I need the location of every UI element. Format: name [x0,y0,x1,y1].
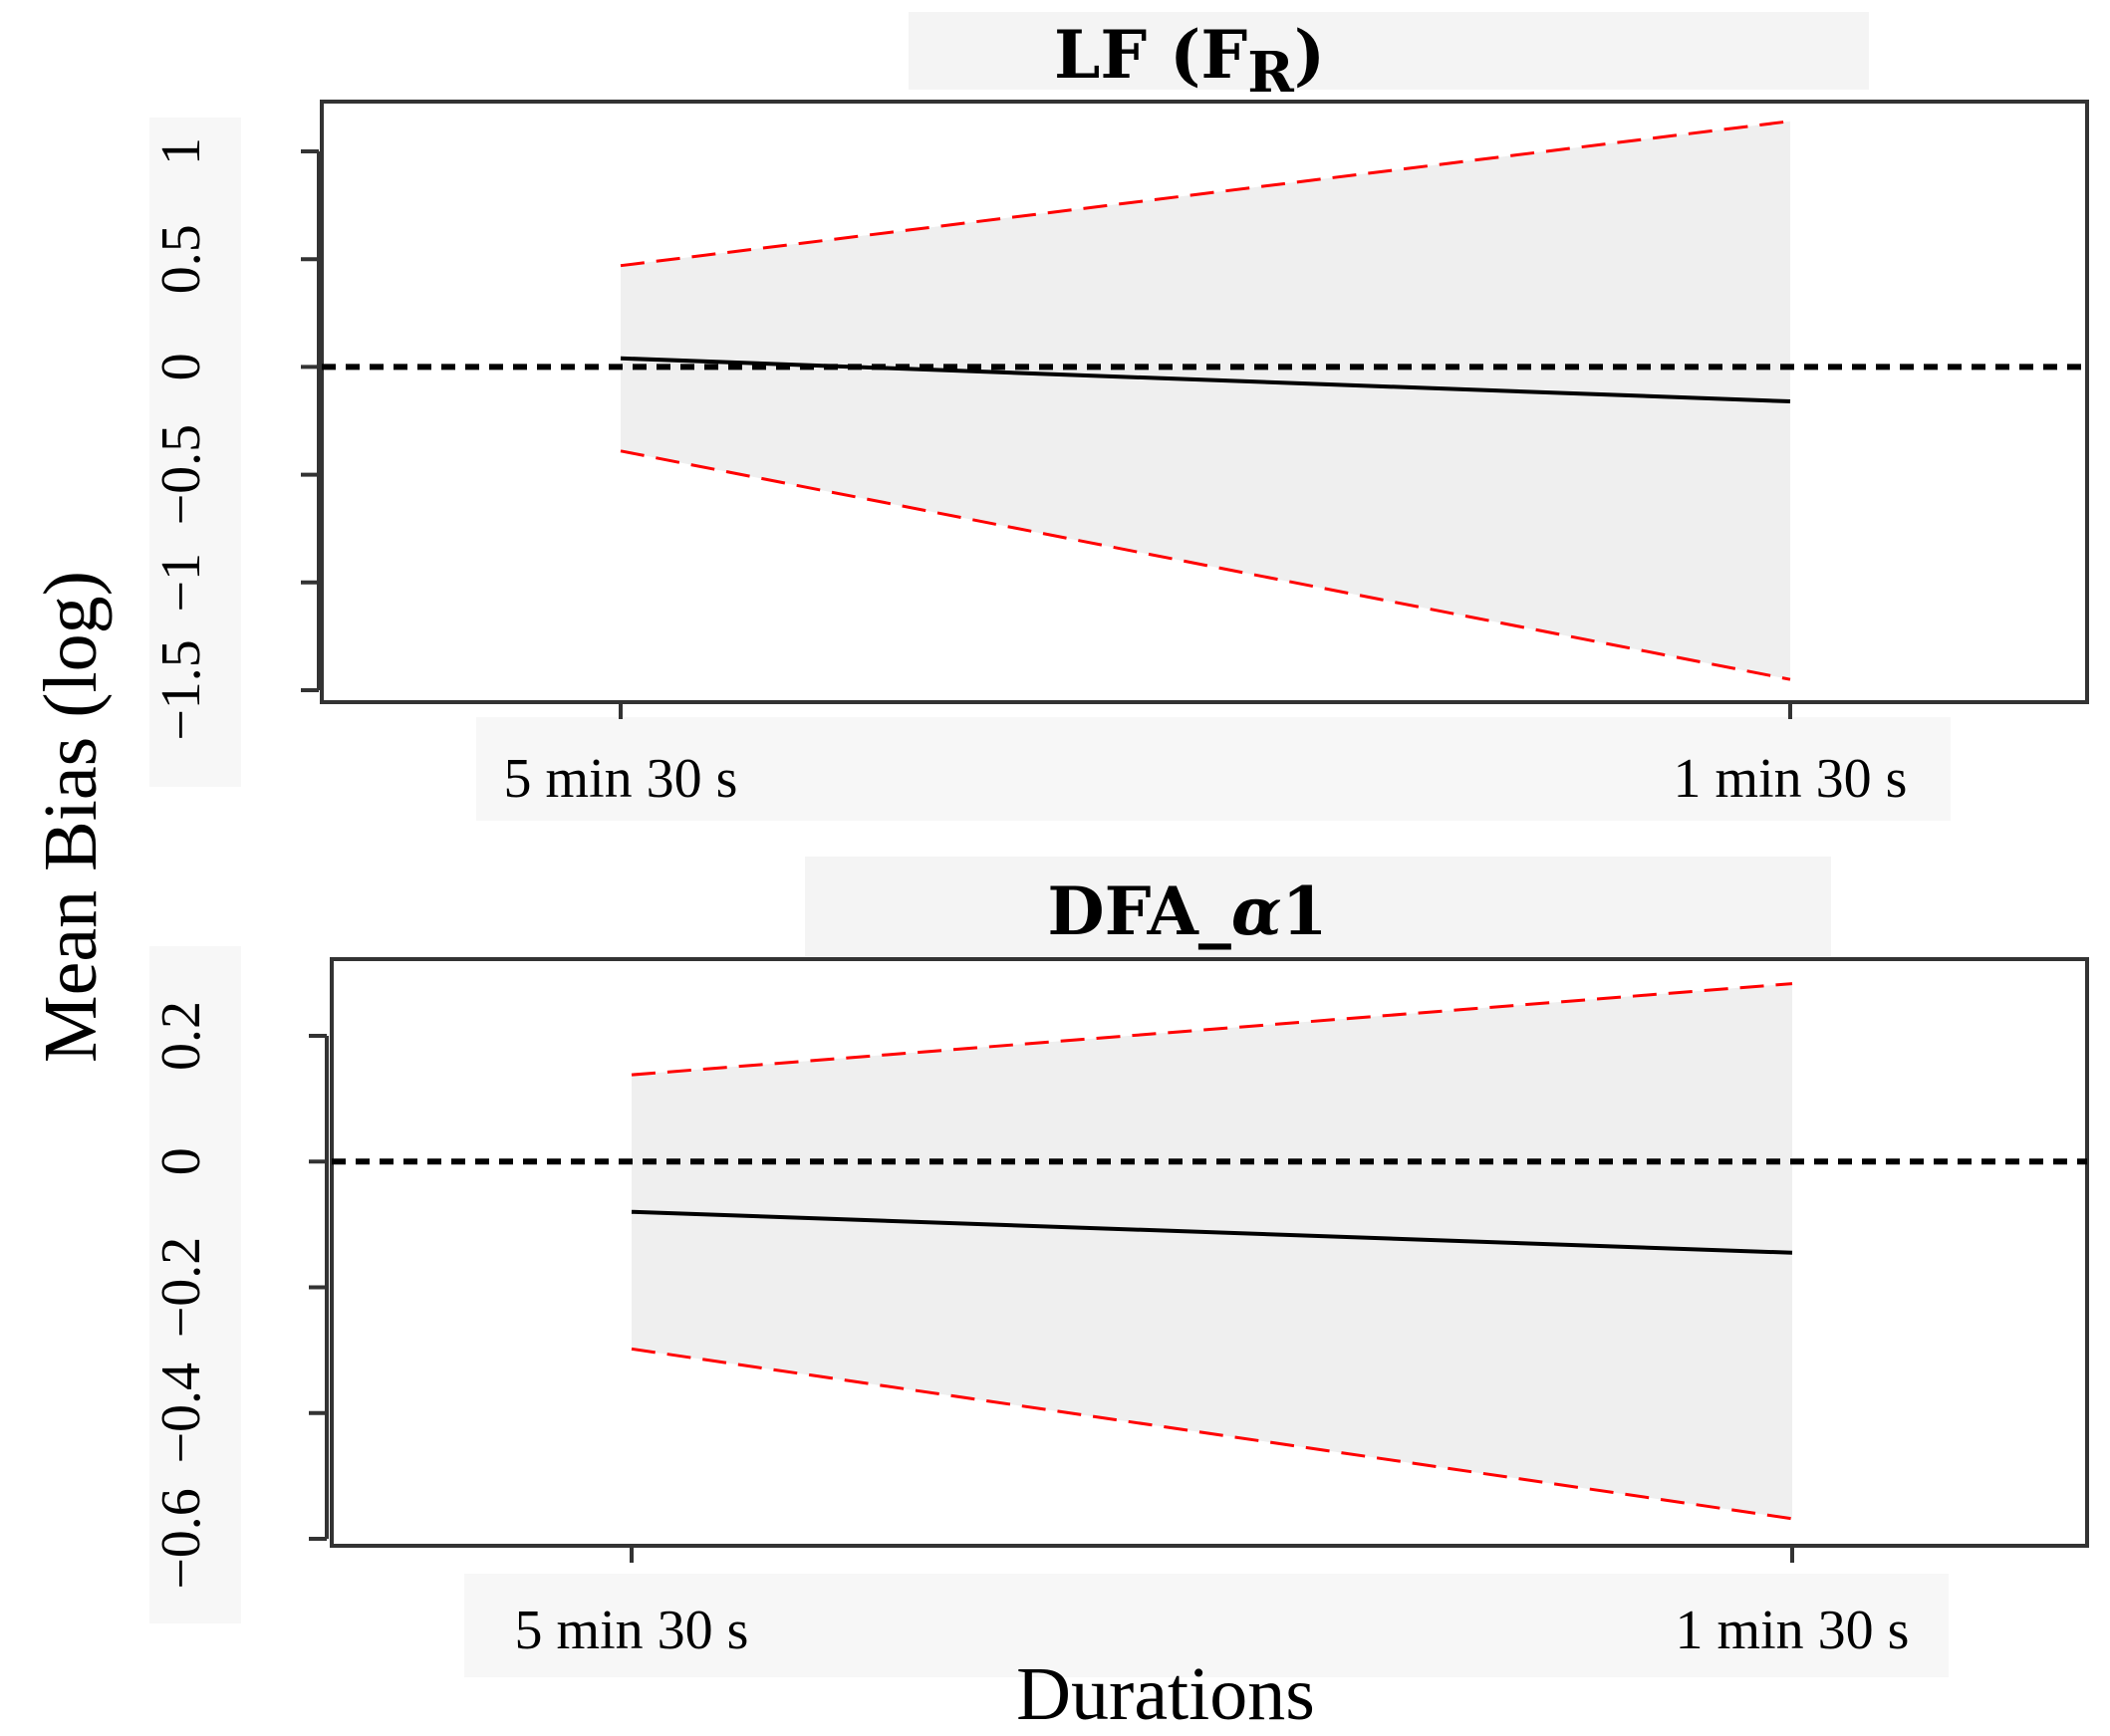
panel1-ytick-label: −1.5 [150,639,212,741]
panel2-xtick-bg [464,1574,1949,1677]
panel1-lower-limit-line [620,449,1791,681]
panel2-upper-limit-line [631,982,1793,1077]
y-axis-label: Mean Bias (log) [29,571,113,1063]
panel2-band [632,983,1792,1519]
panel1-ytick-label: −1 [150,553,212,613]
panel1-ytick-label: 1 [150,137,212,165]
panel2-xticks: 5 min 30 s 1 min 30 s [515,1546,1910,1661]
panel1-band [621,121,1790,680]
x-axis-label: Durations [1016,1652,1315,1736]
panel1-yticks: 1 0.5 0 −0.5 −1 −1.5 [150,137,319,741]
panel2-ytick-label: 0 [150,1147,212,1175]
panel2-ytick-label: −0.4 [150,1363,212,1464]
panel1-xticks: 5 min 30 s 1 min 30 s [504,702,1908,810]
panel2-yticks: 0.2 0 −0.2 −0.4 −0.6 [150,1001,327,1590]
panel1-title: LF (FR) [1054,16,1325,106]
panel2-ytick-label: 0.2 [150,1001,212,1071]
panel2-title: DFA_α1 [1047,872,1327,950]
panel1-xtick-label: 5 min 30 s [504,748,738,810]
panel1-mean-bias-line [620,356,1791,404]
panel1-upper-limit-line [620,120,1791,268]
panel2-ytick-label: −0.6 [150,1488,212,1590]
panel2-lower-limit-line [631,1347,1793,1521]
panel2-xtick-label: 1 min 30 s [1676,1600,1910,1661]
panel2-mean-bias-line [631,1209,1793,1255]
panel2-ytick-bg [149,946,241,1623]
panel1-xtick-bg [476,717,1951,821]
panel1-plot-frame [320,100,2089,704]
panel1-ytick-label: 0.5 [150,224,212,294]
panel2-ytick-label: −0.2 [150,1237,212,1339]
panel1-xtick-label: 1 min 30 s [1674,748,1908,810]
panel1-ytick-bg [149,118,241,787]
panel1-ytick-label: 0 [150,353,212,380]
panel2-plot-frame [330,957,2089,1548]
panel-dfa-alpha1: DFA_α1 0.2 0 −0.2 −0.4 −0.6 5 min 30 s 1 min … [149,857,2089,1677]
panel2-xtick-label: 5 min 30 s [515,1600,749,1661]
panel2-title-bg [805,857,1831,956]
panel1-ytick-label: −0.5 [150,424,212,526]
panel1-title-bg [909,12,1869,90]
panel-lf-fr: LF (FR) 1 0.5 0 −0.5 −1 −1.5 5 min 30 s 1 min … [149,12,2089,821]
